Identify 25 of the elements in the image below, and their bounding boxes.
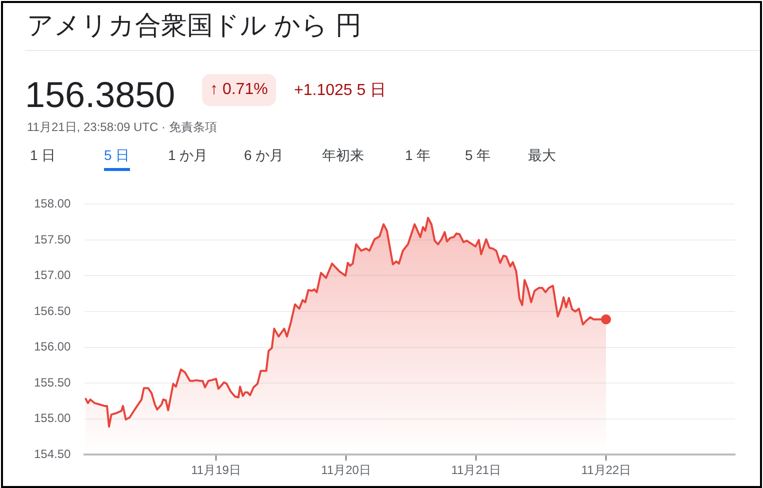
x-tick-label: 11月22日	[581, 463, 632, 478]
text: 最大	[528, 147, 556, 165]
chart-subtitle: 156.3850	[25, 74, 176, 116]
y-tick-label: 155.50	[34, 375, 72, 390]
text: 5 年	[465, 147, 491, 165]
y-tick-label: 156.50	[34, 304, 72, 318]
text: +1.1025 5 日	[294, 81, 386, 101]
text: 年初来	[322, 147, 364, 165]
text: 11月21日, 23:58:09 UTC · 免責条項	[27, 119, 217, 136]
text: 1 年	[405, 147, 431, 165]
y-tick-label: 155.00	[34, 411, 72, 426]
y-tick-label: 157.00	[34, 268, 72, 282]
y-tick-label: 158.00	[34, 196, 72, 211]
text: 1 か月	[168, 147, 208, 165]
chart-title: アメリカ合衆国ドル から 円	[27, 9, 362, 42]
y-tick-label: 157.50	[34, 232, 72, 246]
y-tick-label: 156.00	[34, 340, 72, 354]
x-tick-label: 11月20日	[321, 463, 371, 478]
y-tick-label: 154.50	[34, 446, 72, 461]
text: ↑ 0.71%	[202, 74, 276, 106]
x-tick-label: 11月19日	[191, 463, 241, 478]
x-tick-label: 11月21日	[451, 463, 502, 478]
text: 5 日	[104, 147, 130, 171]
text: 6 か月	[244, 147, 284, 165]
text: 1 日	[30, 147, 56, 165]
